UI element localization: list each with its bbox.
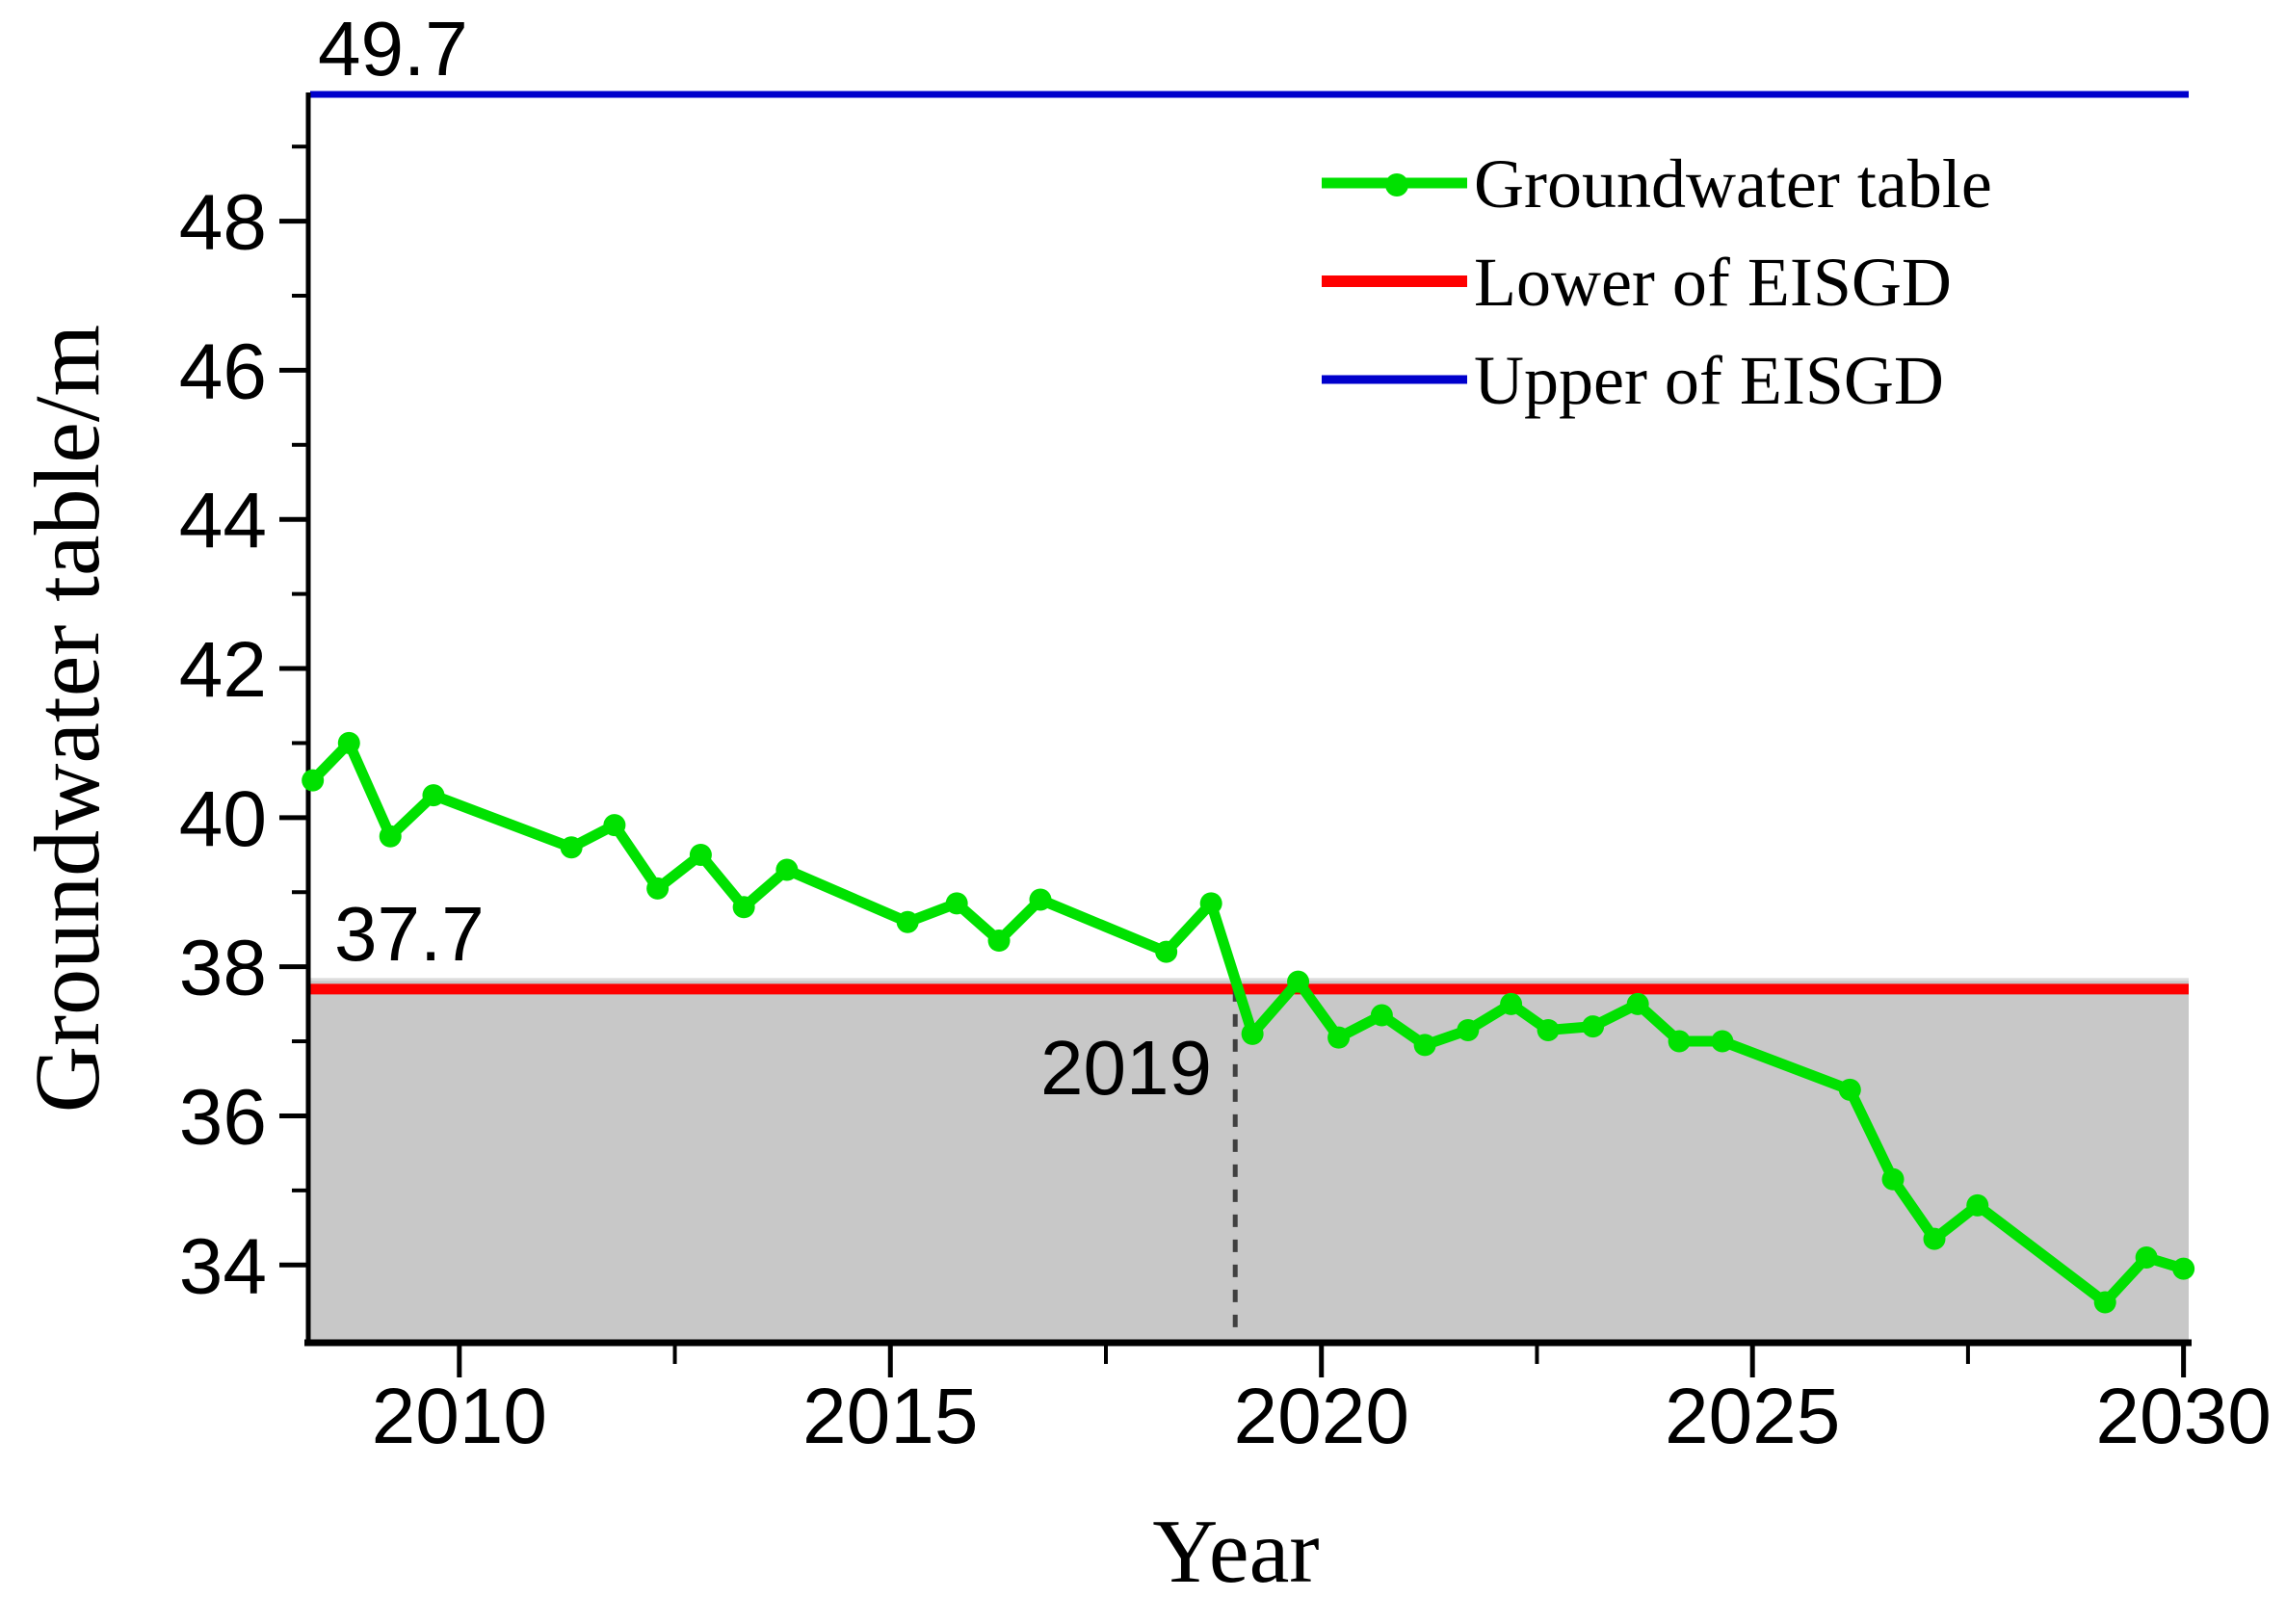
- groundwater-data-point: [2172, 1257, 2195, 1280]
- groundwater-data-point: [1457, 1018, 1480, 1041]
- groundwater-data-point: [1537, 1018, 1560, 1041]
- groundwater-data-point: [1370, 1004, 1393, 1027]
- groundwater-data-point: [1881, 1167, 1905, 1191]
- groundwater-data-point: [1287, 970, 1310, 993]
- groundwater-data-point: [896, 910, 919, 933]
- legend-label-groundwater: Groundwater table: [1474, 145, 1992, 223]
- groundwater-data-point: [302, 769, 325, 792]
- groundwater-data-point: [1711, 1030, 1734, 1053]
- y-axis-title: Groundwater table/m: [15, 325, 118, 1113]
- groundwater-data-point: [379, 825, 402, 848]
- legend-label-lower-eisgd: Lower of EISGD: [1474, 244, 1952, 321]
- axes-layer: 34 36 38 40 42 44 46 48 2010 2015 2020 2025 2030: [179, 92, 2272, 1460]
- y-tick-label: 48: [179, 179, 267, 267]
- groundwater-data-point: [1838, 1078, 1861, 1101]
- groundwater-data-point: [1966, 1193, 1989, 1217]
- groundwater-data-point: [560, 836, 583, 859]
- legend-marker-groundwater-icon: [1385, 173, 1408, 196]
- x-tick-label: 2010: [372, 1373, 547, 1460]
- y-tick-label: 42: [179, 626, 267, 714]
- x-tick-label: 2025: [1665, 1373, 1840, 1460]
- groundwater-data-point: [1327, 1026, 1351, 1049]
- breach-year-annotation: 2019: [1040, 1025, 1212, 1111]
- groundwater-data-point: [1668, 1030, 1691, 1053]
- y-tick-label: 34: [179, 1222, 267, 1310]
- groundwater-data-point: [945, 892, 968, 915]
- groundwater-data-point: [1199, 892, 1222, 915]
- legend: Groundwater table Lower of EISGD Upper o…: [1322, 145, 1992, 419]
- x-tick-label: 2030: [2095, 1373, 2271, 1460]
- groundwater-data-point: [1582, 1015, 1605, 1038]
- reference-lines-layer: [310, 91, 2189, 1342]
- groundwater-data-point: [1923, 1227, 1946, 1250]
- groundwater-data-point: [646, 877, 670, 900]
- groundwater-data-point: [1626, 992, 1649, 1015]
- y-tick-label: 44: [179, 477, 267, 564]
- groundwater-data-point: [2135, 1246, 2158, 1270]
- lower-limit-annotation: 37.7: [334, 891, 485, 977]
- groundwater-data-point: [2093, 1291, 2116, 1314]
- groundwater-data-point: [1155, 940, 1178, 963]
- groundwater-data-point: [1500, 992, 1523, 1015]
- groundwater-data-point: [337, 731, 360, 754]
- y-tick-label: 38: [179, 925, 267, 1012]
- groundwater-data-point: [1029, 888, 1052, 911]
- x-tick-label: 2015: [802, 1373, 978, 1460]
- groundwater-data-point: [689, 844, 712, 867]
- groundwater-data-point: [987, 930, 1011, 953]
- legend-label-upper-eisgd: Upper of EISGD: [1474, 342, 1944, 419]
- groundwater-data-point: [1241, 1022, 1264, 1045]
- upper-limit-annotation: 49.7: [318, 6, 468, 92]
- groundwater-data-point: [1413, 1034, 1436, 1057]
- groundwater-data-point: [775, 858, 799, 881]
- groundwater-data-point: [603, 814, 626, 837]
- y-tick-label: 40: [179, 775, 267, 863]
- x-axis-title: Year: [1152, 1502, 1319, 1602]
- y-tick-label: 46: [179, 327, 267, 415]
- x-tick-label: 2020: [1234, 1373, 1409, 1460]
- groundwater-data-point: [422, 784, 445, 807]
- series-layer: [302, 731, 2195, 1314]
- y-tick-label: 36: [179, 1073, 267, 1161]
- groundwater-data-point: [732, 896, 755, 919]
